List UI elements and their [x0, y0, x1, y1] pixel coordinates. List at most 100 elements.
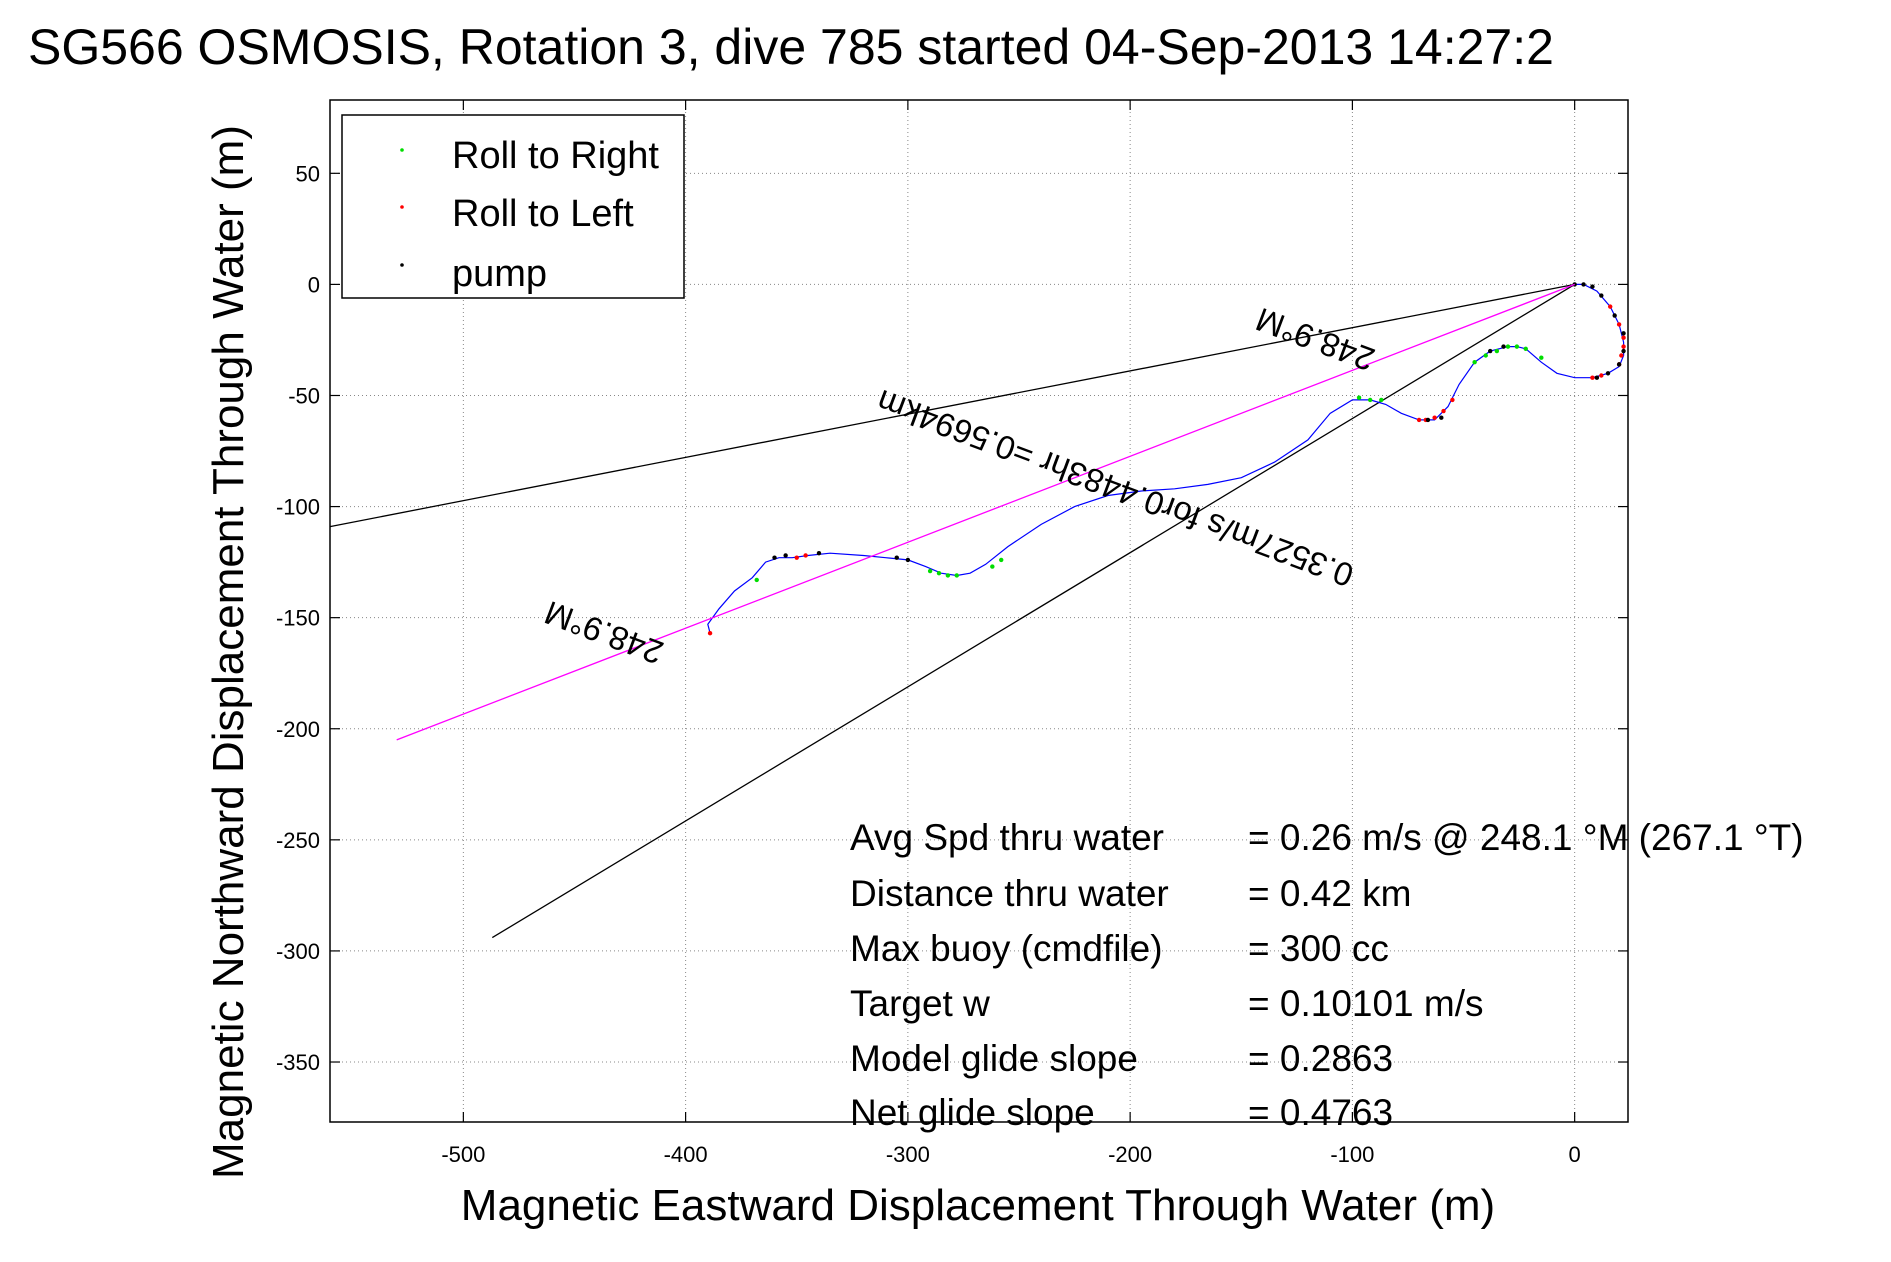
- roll-right-point: [1514, 344, 1520, 349]
- roll-right-point: [990, 564, 995, 569]
- bound-line-upper: [329, 283, 1575, 528]
- roll-right-point: [1539, 355, 1544, 360]
- roll-right-point: [1356, 395, 1362, 400]
- stat-label: Avg Spd thru water: [850, 817, 1164, 858]
- roll-right-point: [1472, 359, 1477, 365]
- annotation-layer: 248.9°M0.3527m/s for0.4483hr =0.5694km24…: [540, 301, 1380, 672]
- roll-right-point: [1367, 397, 1373, 403]
- legend-marker-roll-right: [400, 148, 404, 152]
- stat-value: = 0.2863: [1248, 1038, 1393, 1079]
- series-layer: [396, 282, 1626, 741]
- y-tick-label: 50: [296, 161, 320, 186]
- stat-label: Max buoy (cmdfile): [850, 928, 1163, 969]
- pump-point: [1616, 362, 1622, 367]
- pump-point: [1621, 348, 1626, 354]
- legend-label-roll-right: Roll to Right: [452, 135, 659, 177]
- pump-point: [1621, 331, 1626, 336]
- stat-value: = 0.26 m/s @ 248.1 °M (267.1 °T): [1248, 817, 1804, 858]
- y-tick-label: -100: [276, 495, 320, 520]
- stat-value: = 0.10101 m/s: [1248, 983, 1484, 1024]
- plot-frame: [329, 99, 1629, 1123]
- pump-point: [772, 555, 777, 560]
- stat-label: Net glide slope: [850, 1092, 1095, 1133]
- legend-label-roll-left: Roll to Left: [452, 193, 634, 235]
- y-tick-label: -300: [276, 939, 320, 964]
- stat-label: Distance thru water: [850, 873, 1169, 914]
- y-tick-label: 0: [308, 272, 320, 297]
- roll-left-point: [707, 631, 713, 636]
- roll-left-point: [1619, 353, 1624, 358]
- y-tick-label: -250: [276, 828, 320, 853]
- stats-block: Avg Spd thru water = 0.26 m/s @ 248.1 °M…: [850, 817, 1804, 1133]
- legend-marker-pump: [400, 263, 404, 267]
- roll-left-point: [1599, 373, 1604, 378]
- pump-point: [1594, 375, 1600, 380]
- roll-right-point: [754, 577, 759, 583]
- pump-point: [894, 555, 899, 560]
- x-tick-label: -100: [1330, 1142, 1374, 1167]
- x-tick-label: -400: [664, 1142, 708, 1167]
- pump-point: [1425, 417, 1431, 423]
- roll-left-point: [1590, 375, 1595, 380]
- roll-left-point: [1616, 322, 1622, 327]
- roll-left-point: [1416, 417, 1422, 423]
- y-axis-label: Magnetic Northward Displacement Through …: [204, 125, 253, 1179]
- chart-title: SG566 OSMOSIS, Rotation 3, dive 785 star…: [28, 19, 1554, 75]
- stat-value: = 0.42 km: [1248, 873, 1412, 914]
- pump-point: [1487, 348, 1493, 354]
- pump-point: [1501, 344, 1506, 349]
- y-tick-label: -200: [276, 717, 320, 742]
- legend-label-pump: pump: [452, 253, 547, 295]
- pump-point: [1581, 282, 1586, 287]
- roll-right-point: [1505, 344, 1511, 349]
- y-tick-label: -350: [276, 1050, 320, 1075]
- legend-box: [341, 114, 685, 299]
- roll-left-point: [1441, 408, 1446, 414]
- x-tick-label: -300: [886, 1142, 930, 1167]
- tick-layer: -500 -400 -300 -200 -100 0 50 0 -50 -100 -150 -200 -…: [276, 100, 1628, 1167]
- x-tick-label: -500: [441, 1142, 485, 1167]
- stat-label: Target w: [850, 983, 990, 1024]
- pump-point: [783, 553, 788, 558]
- roll-left-point: [803, 553, 808, 558]
- roll-right-point: [1483, 353, 1488, 358]
- y-tick-label: -150: [276, 606, 320, 631]
- roll-left-point: [1621, 344, 1626, 349]
- x-tick-label: -200: [1108, 1142, 1152, 1167]
- pump-point: [1612, 313, 1617, 318]
- stat-value: = 300 cc: [1248, 928, 1389, 969]
- roll-right-point: [927, 568, 933, 574]
- roll-right-point: [1379, 397, 1384, 403]
- x-axis-label: Magnetic Eastward Displacement Through W…: [461, 1181, 1495, 1230]
- legend-marker-roll-left: [400, 205, 404, 209]
- heading-annotation: 248.9°M: [1251, 301, 1379, 379]
- roll-right-point: [945, 573, 951, 578]
- pump-point: [816, 551, 822, 556]
- roll-right-point: [1494, 348, 1500, 354]
- pump-point: [1590, 284, 1595, 289]
- pump-point: [1605, 371, 1611, 376]
- stat-value: = 0.4763: [1248, 1092, 1393, 1133]
- roll-right-point: [954, 573, 959, 578]
- roll-left-point: [1608, 304, 1613, 309]
- roll-right-point: [1523, 346, 1528, 352]
- roll-left-point: [794, 555, 799, 560]
- roll-right-point: [936, 571, 942, 576]
- y-tick-label: -50: [288, 383, 320, 408]
- bound-line-lower: [491, 283, 1576, 939]
- legend: Roll to Right Roll to Left pump: [341, 114, 685, 299]
- bound-lines: [329, 283, 1576, 939]
- roll-left-point: [1432, 415, 1437, 420]
- stat-label: Model glide slope: [850, 1038, 1138, 1079]
- heading-line: [396, 283, 1575, 741]
- track: [707, 283, 1625, 634]
- roll-left-point: [1450, 397, 1455, 403]
- pump-point: [1599, 293, 1604, 298]
- x-tick-label: 0: [1569, 1142, 1581, 1167]
- pump-point: [905, 557, 911, 563]
- roll-right-point: [999, 557, 1004, 563]
- roll-left-point: [1621, 335, 1626, 340]
- pump-point: [1439, 415, 1444, 420]
